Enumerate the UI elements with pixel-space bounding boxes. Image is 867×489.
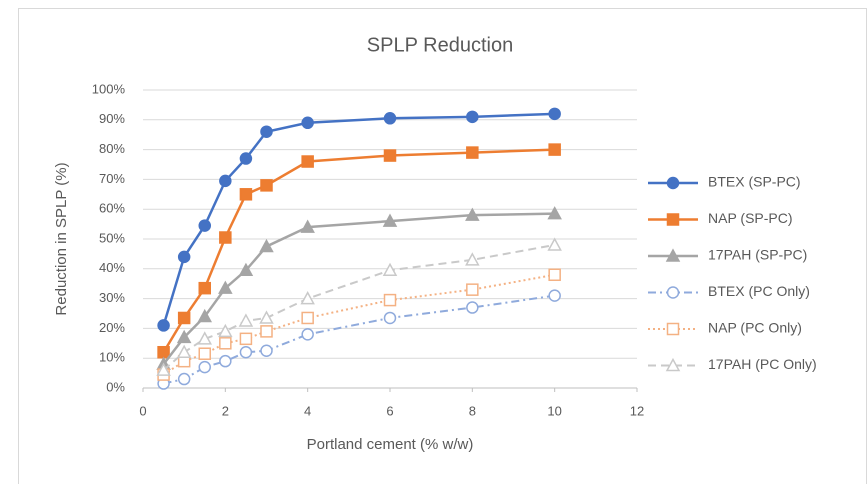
y-tick-label: 90% <box>99 111 125 126</box>
legend-marker <box>666 213 680 226</box>
data-point <box>239 152 253 165</box>
data-point <box>198 347 211 360</box>
data-point <box>157 319 170 332</box>
legend-label: 17PAH (PC Only) <box>708 356 817 372</box>
data-point <box>300 291 315 305</box>
legend-marker <box>666 322 680 336</box>
x-tick-label: 6 <box>386 403 393 418</box>
data-point <box>548 268 561 282</box>
x-tick-label: 10 <box>547 403 561 418</box>
data-point <box>465 252 480 266</box>
data-point <box>548 289 561 302</box>
chart-frame <box>18 8 867 489</box>
x-tick-label: 12 <box>630 403 644 418</box>
data-point <box>239 188 253 201</box>
data-point <box>260 179 273 192</box>
y-tick-label: 10% <box>99 350 125 365</box>
data-point <box>300 219 315 233</box>
data-point <box>301 311 314 325</box>
y-tick-label: 20% <box>99 320 125 335</box>
legend-label: BTEX (PC Only) <box>708 283 810 299</box>
data-point <box>239 332 253 346</box>
y-axis-label: Reduction in SPLP (%) <box>53 162 70 315</box>
series-line <box>163 273 555 376</box>
data-point <box>382 213 398 227</box>
chart-title: SPLP Reduction <box>367 34 513 56</box>
y-tick-label: 80% <box>99 141 125 156</box>
data-point <box>177 372 191 386</box>
y-tick-label: 60% <box>99 201 125 216</box>
data-point <box>301 116 314 130</box>
data-point <box>383 112 397 125</box>
data-point <box>383 311 397 325</box>
x-tick-label: 2 <box>222 403 229 418</box>
y-tick-label: 100% <box>92 81 126 96</box>
data-point <box>301 328 314 341</box>
legend-label: NAP (SP-PC) <box>708 210 793 226</box>
data-point <box>383 293 397 307</box>
data-point <box>157 345 170 359</box>
legend-marker <box>666 176 680 190</box>
data-point <box>219 337 232 350</box>
data-point <box>260 325 273 338</box>
y-tick-label: 50% <box>99 230 125 245</box>
data-point <box>547 237 562 251</box>
data-point <box>383 149 397 162</box>
data-point <box>177 311 191 325</box>
legend-marker <box>665 357 681 372</box>
data-point <box>177 250 191 264</box>
legend-label: BTEX (SP-PC) <box>708 174 801 190</box>
y-tick-label: 70% <box>99 171 125 186</box>
data-point <box>382 262 398 277</box>
x-tick-label: 8 <box>469 403 476 418</box>
x-axis-label: Portland cement (% w/w) <box>307 436 474 453</box>
data-point <box>466 110 479 124</box>
data-point <box>548 143 561 156</box>
legend-label: NAP (PC Only) <box>708 320 802 336</box>
data-point <box>219 354 232 368</box>
data-point <box>156 362 171 376</box>
data-point <box>198 360 211 374</box>
data-point <box>466 283 479 296</box>
data-point <box>259 310 274 324</box>
data-point <box>219 174 232 188</box>
data-point <box>238 262 254 277</box>
data-point <box>259 238 274 253</box>
data-point <box>219 231 232 244</box>
x-tick-label: 0 <box>139 403 146 418</box>
data-point <box>466 301 479 314</box>
series-line <box>162 243 555 371</box>
data-point <box>176 344 192 358</box>
data-point <box>465 207 480 221</box>
data-point <box>176 329 192 344</box>
data-point <box>260 344 273 357</box>
series-line <box>162 148 555 353</box>
data-point <box>218 323 233 338</box>
data-point <box>198 281 211 295</box>
series-line <box>162 212 555 365</box>
y-tick-label: 0% <box>106 379 125 394</box>
legend-marker <box>665 248 681 262</box>
data-point <box>466 146 479 159</box>
data-point <box>301 155 314 168</box>
data-point <box>218 280 233 294</box>
legend-label: 17PAH (SP-PC) <box>708 247 807 263</box>
series-line <box>162 112 555 326</box>
data-point <box>238 313 254 327</box>
x-tick-label: 4 <box>304 403 311 418</box>
data-point <box>198 219 211 232</box>
y-tick-label: 30% <box>99 290 125 305</box>
data-point <box>197 308 213 323</box>
data-point <box>260 125 273 138</box>
data-point <box>197 331 213 345</box>
y-tick-label: 40% <box>99 260 125 275</box>
data-point <box>547 206 562 220</box>
data-point <box>239 345 253 359</box>
legend-marker <box>666 286 680 299</box>
data-point <box>548 107 561 121</box>
